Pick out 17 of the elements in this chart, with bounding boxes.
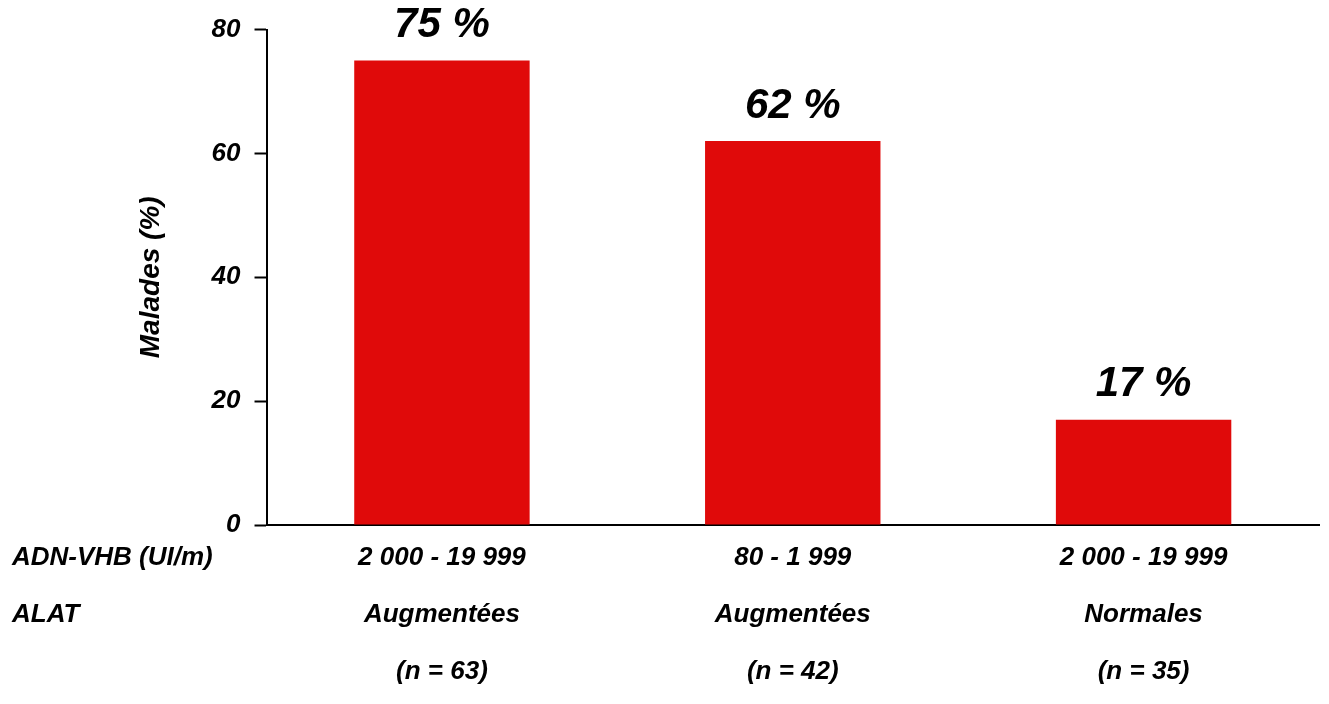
x-tick-label: 2 000 - 19 999 Normales (n = 35): [1058, 540, 1228, 685]
text: ADN-VHB (UI/m): [11, 540, 213, 571]
y-axis-title: Malades (%): [133, 196, 165, 359]
data-label: 17 %: [1095, 358, 1192, 406]
x-tick-label: 2 000 - 19 999 Augmentées (n = 63): [357, 540, 527, 685]
y-tick-label: 20: [210, 384, 242, 415]
bar: [354, 60, 530, 525]
text: ALAT: [11, 597, 82, 628]
y-tick-label: 0: [226, 508, 242, 539]
data-label: 62 %: [744, 79, 841, 127]
y-tick-label: 80: [211, 12, 242, 43]
data-label: 75 %: [394, 0, 490, 47]
bar: [705, 141, 881, 525]
x-tick-label: 80 - 1 999 Augmentées (n = 42): [713, 540, 871, 685]
y-tick-label: 60: [211, 136, 242, 167]
y-tick-label: 40: [210, 260, 242, 291]
bar: [1055, 419, 1232, 525]
